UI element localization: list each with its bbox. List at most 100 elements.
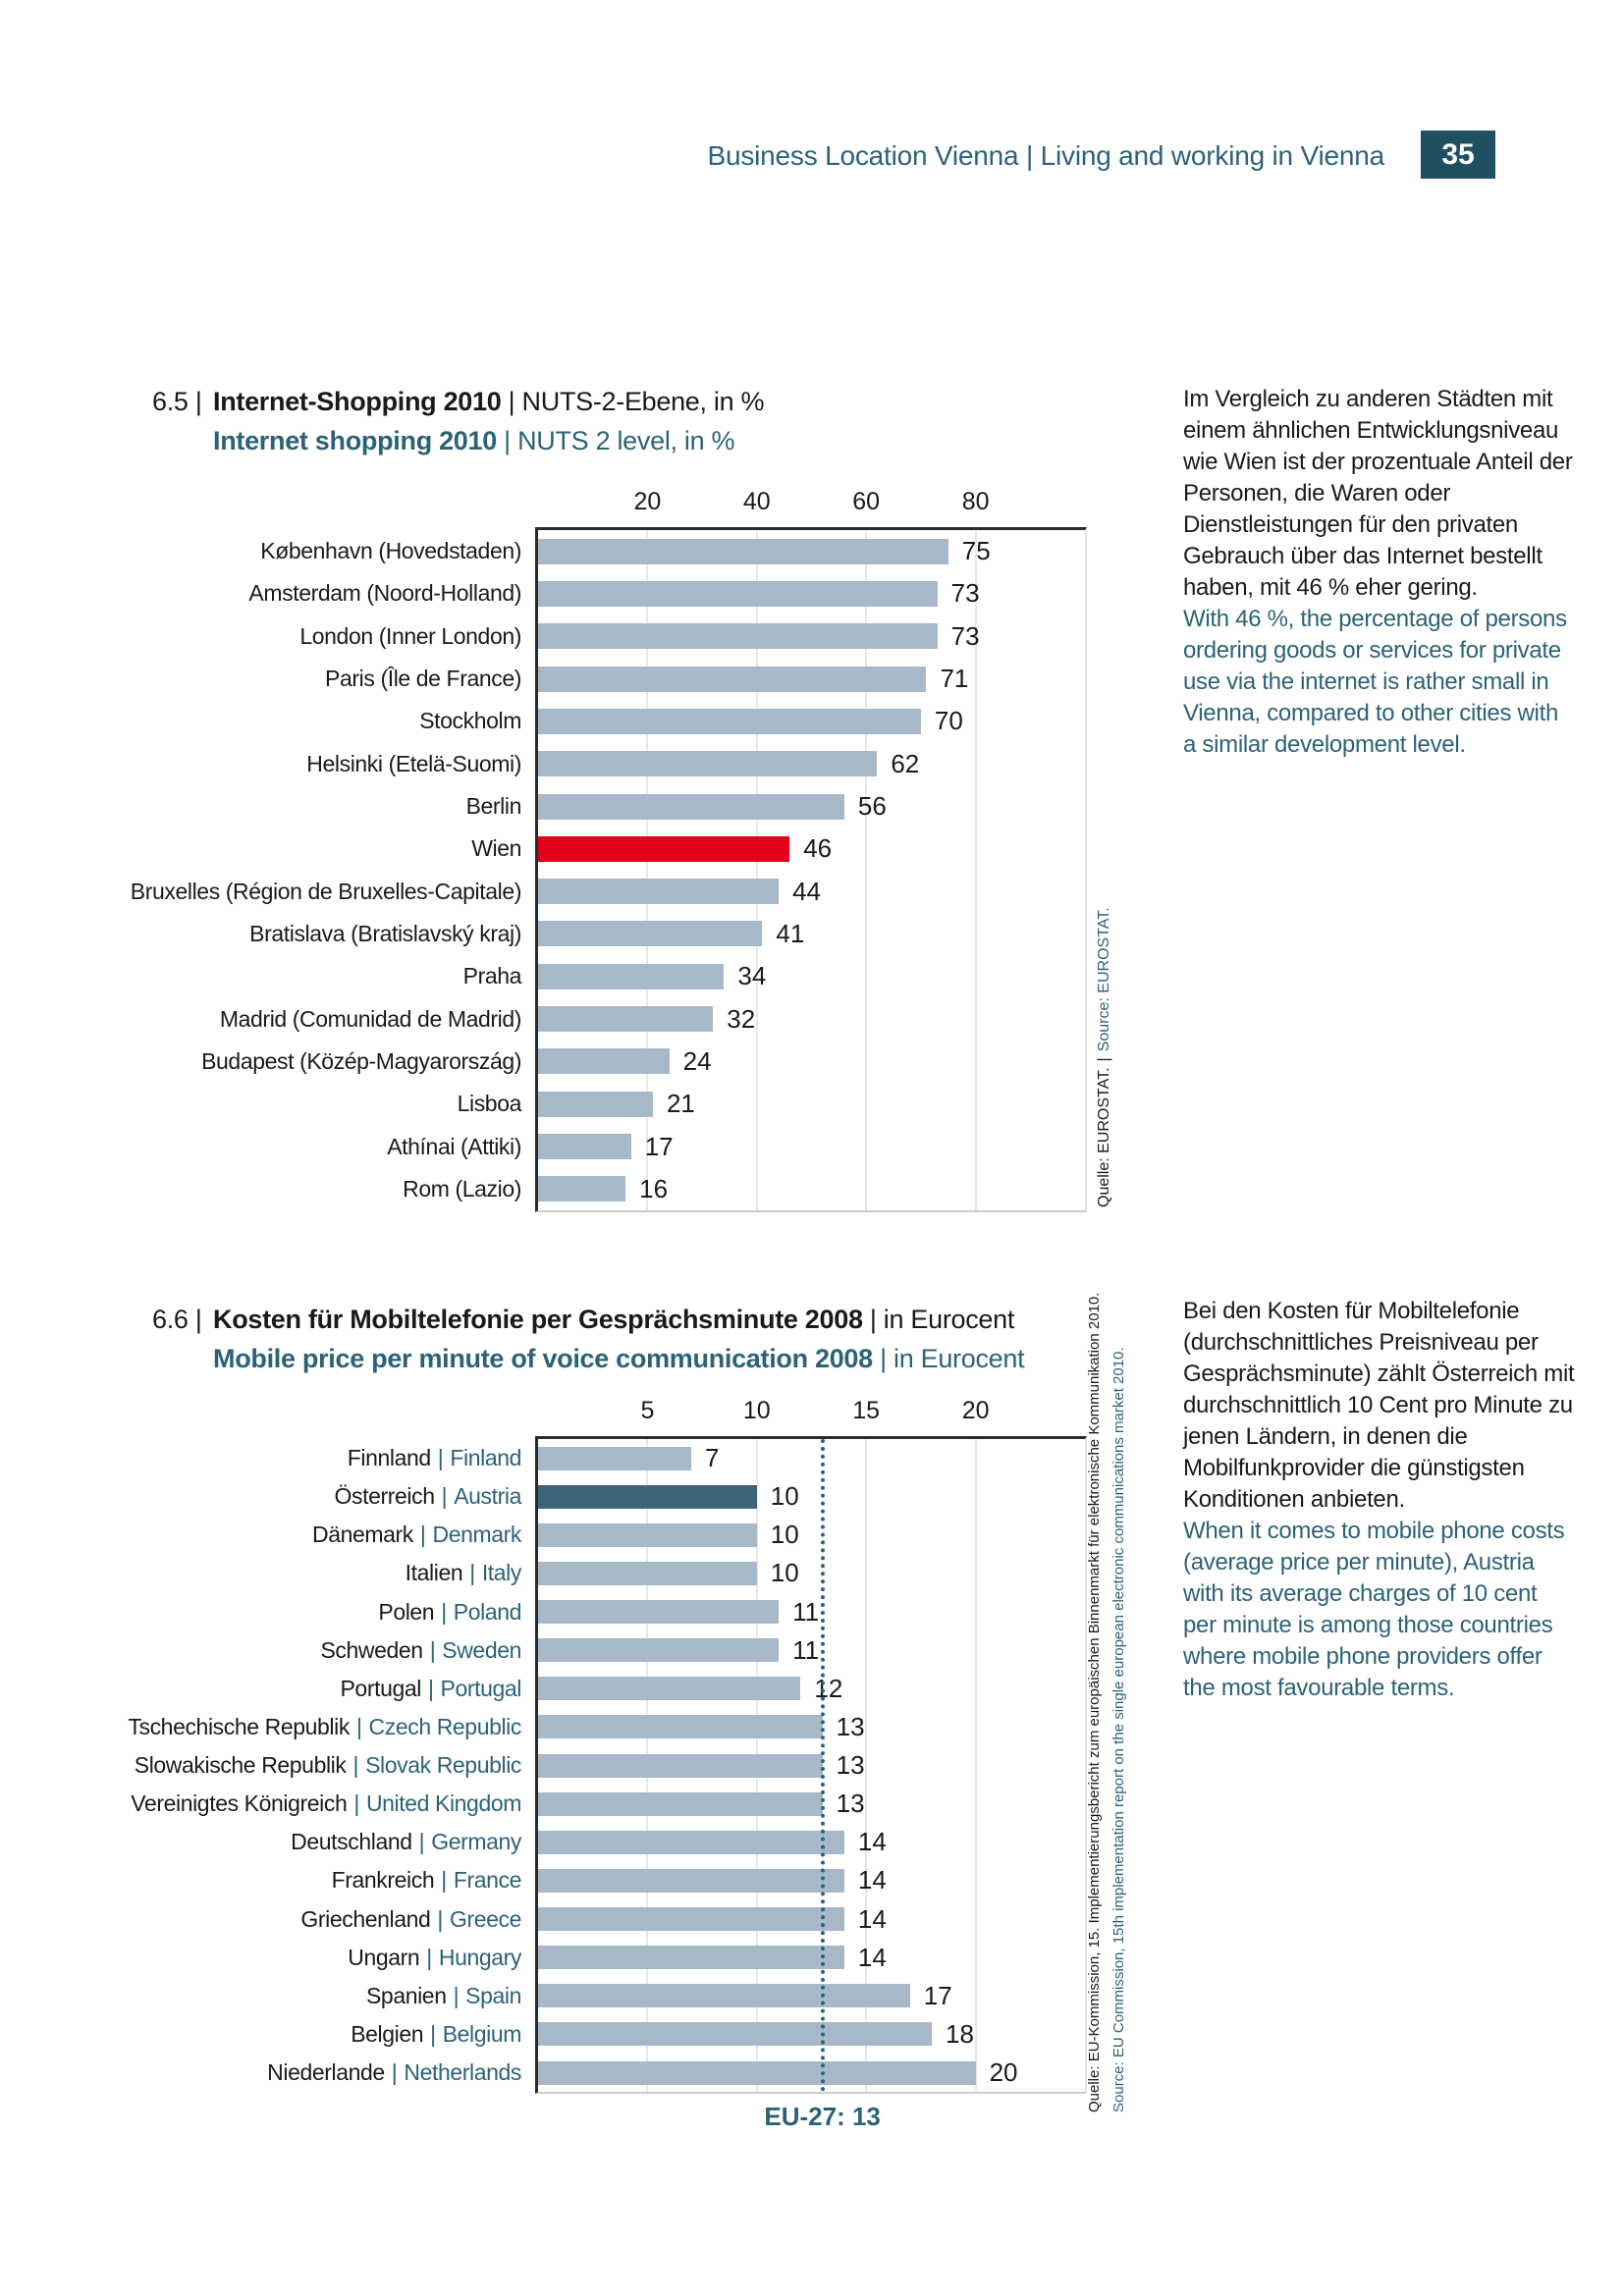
gridline — [974, 1439, 977, 2092]
category-label: Österreich | Austria — [335, 1483, 522, 1510]
category-label: Lisboa — [457, 1091, 522, 1117]
chart1-title-en-rest: | NUTS 2 level, in % — [496, 426, 735, 455]
bar-value-label: 10 — [770, 1481, 799, 1512]
gridline — [755, 530, 758, 1210]
category-label-de: Belgien — [351, 2020, 424, 2047]
bar — [538, 793, 844, 820]
category-label: Budapest (Közép-Magyarország) — [201, 1047, 521, 1074]
chart2-source-note: Quelle: EU-Kommission, 15. Implementieru… — [1082, 1293, 1131, 2112]
bar — [538, 879, 780, 905]
bar-value-label: 71 — [940, 664, 969, 694]
chart-row: København (Hovedstaden) 75 — [260, 530, 1085, 572]
bar-value-label: 11 — [792, 1634, 820, 1665]
gridline — [974, 530, 977, 1210]
chart-row: Tschechische Republik | Czech Republic 13 — [128, 1708, 1085, 1746]
category-label-en: Italy — [481, 1560, 522, 1586]
label-separator: | — [441, 1867, 447, 1894]
chart-row: Österreich | Austria 10 — [335, 1477, 1085, 1516]
category-label-de: Spanien — [365, 1982, 447, 2008]
bar-value-label: 73 — [950, 620, 980, 651]
category-label: Amsterdam (Noord-Holland) — [248, 580, 521, 607]
chart2-commentary-de: Bei den Kosten für Mobiltelefonie (durch… — [1183, 1298, 1575, 1513]
bar — [538, 1176, 626, 1202]
chart2-source-en: Source: EU Commission, 15th implementati… — [1110, 1347, 1127, 2112]
bar-value-label: 14 — [857, 1827, 887, 1857]
bar-value-label: 10 — [770, 1558, 799, 1588]
bar — [538, 1753, 823, 1778]
category-label: Deutschland | Germany — [291, 1829, 521, 1855]
category-label-en: Greece — [449, 1905, 521, 1932]
bar-value-label: 46 — [803, 833, 833, 864]
label-separator: | — [419, 1522, 426, 1548]
category-label: Ungarn | Hungary — [348, 1945, 521, 1971]
chart2-title-de: Kosten für Mobiltelefonie per Gesprächsm… — [213, 1304, 1024, 1336]
chart1-axis-ticks: 20 40 60 80 — [538, 485, 1085, 522]
bar — [538, 1600, 780, 1625]
axis-tick-label: 15 — [852, 1397, 881, 1424]
bar — [538, 1091, 653, 1117]
label-separator: | — [437, 1905, 443, 1932]
label-separator: | — [430, 2020, 436, 2047]
bar-value-label: 34 — [737, 961, 767, 991]
chart2-axis-ticks: 5 10 15 20 — [538, 1394, 1085, 1431]
bar-value-label: 13 — [836, 1750, 865, 1781]
category-label: Praha — [462, 963, 522, 989]
category-label-de: Griechenland — [300, 1905, 431, 1932]
chart-row: Ungarn | Hungary 14 — [348, 1939, 1085, 1977]
chart-row: Schweden | Sweden 11 — [320, 1631, 1085, 1670]
chart1-commentary: Im Vergleich zu anderen Städten mit eine… — [1183, 384, 1576, 761]
bar — [538, 1907, 844, 1932]
chart1-commentary-de: Im Vergleich zu anderen Städten mit eine… — [1183, 386, 1573, 601]
bar — [538, 1446, 691, 1470]
chart2-title-en-bold: Mobile price per minute of voice communi… — [213, 1344, 873, 1373]
bar-value-label: 11 — [792, 1596, 820, 1627]
axis-tick-label: 40 — [742, 488, 771, 515]
chart-row: Berlin 56 — [466, 785, 1085, 828]
category-label: Griechenland | Greece — [300, 1906, 521, 1933]
chart-row: Bratislava (Bratislavský kraj) 41 — [249, 913, 1085, 955]
bar-rows: København (Hovedstaden) 75 Amsterdam (Noor… — [131, 530, 1085, 1210]
label-separator: | — [353, 1790, 359, 1817]
bar — [538, 1984, 910, 2008]
category-label: Polen | Poland — [378, 1599, 521, 1626]
bar-value-label: 62 — [891, 748, 920, 778]
bar-value-label: 41 — [776, 918, 805, 948]
bar-value-label: 10 — [770, 1520, 799, 1550]
bar-value-label: 18 — [946, 2018, 974, 2049]
chart-row: Wien 46 — [471, 828, 1085, 870]
category-label: Schweden | Sweden — [320, 1637, 521, 1664]
chart-row: Budapest (Közép-Magyarország) 24 — [201, 1041, 1085, 1083]
chart2-commentary-en: When it comes to mobile phone costs (ave… — [1183, 1518, 1565, 1701]
bar — [538, 1134, 631, 1160]
category-label-en: Czech Republic — [368, 1713, 522, 1739]
bar — [538, 921, 763, 947]
category-label: London (Inner London) — [299, 622, 521, 649]
bar-value-label: 14 — [857, 1942, 887, 1972]
bar — [538, 538, 948, 564]
bar — [538, 580, 938, 607]
category-label-de: Tschechische Republik — [128, 1713, 350, 1739]
bar — [538, 1677, 801, 1701]
chart2-title-de-bold: Kosten für Mobiltelefonie per Gesprächsm… — [213, 1305, 863, 1334]
bar-value-label: 14 — [857, 1865, 887, 1896]
category-label: Stockholm — [419, 708, 521, 734]
bar — [538, 623, 938, 650]
bar — [538, 2022, 933, 2047]
bar-value-label: 16 — [639, 1173, 669, 1203]
chart-row: Stockholm 70 — [419, 700, 1085, 742]
highlighted-bar — [538, 835, 790, 862]
bar — [538, 1868, 844, 1893]
label-separator: | — [437, 1445, 444, 1471]
bar-value-label: 44 — [792, 876, 821, 906]
label-separator: | — [418, 1829, 425, 1855]
bar-value-label: 13 — [836, 1789, 865, 1819]
bar — [538, 1946, 844, 1970]
label-separator: | — [469, 1560, 475, 1586]
category-label-en: Belgium — [442, 2020, 522, 2047]
source-separator: | — [1096, 1057, 1112, 1062]
chart-row: Niederlande | Netherlands 20 — [267, 2054, 1085, 2092]
category-label-en: France — [453, 1867, 522, 1894]
gridline — [865, 1439, 868, 2092]
category-label: Wien — [471, 835, 521, 862]
category-label-en: Portugal — [440, 1675, 522, 1701]
